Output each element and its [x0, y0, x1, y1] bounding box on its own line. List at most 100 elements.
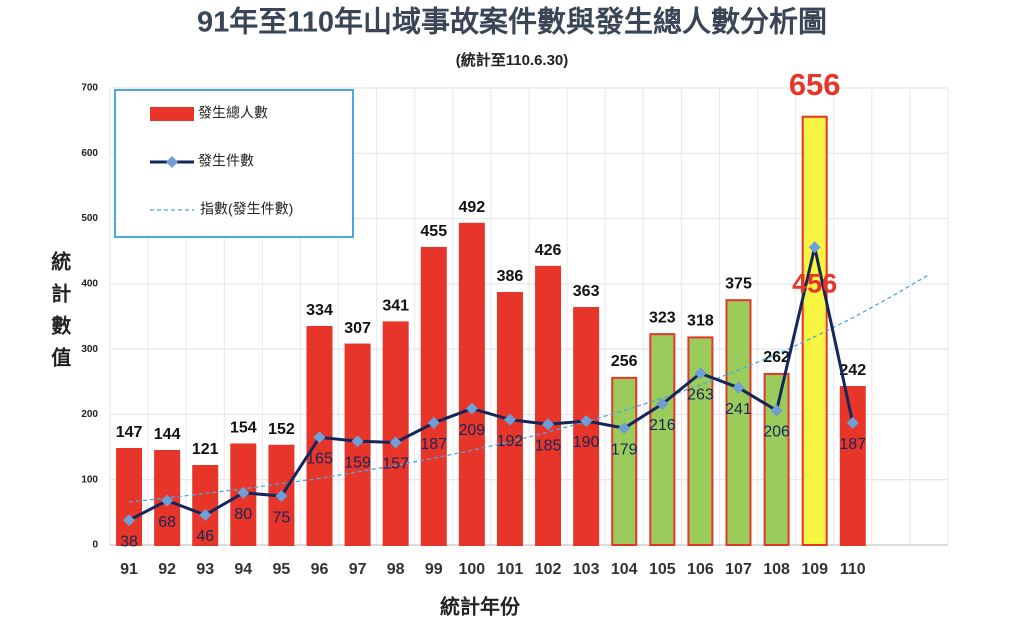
- x-tick-label: 109: [801, 561, 828, 578]
- line-marker: [123, 514, 136, 527]
- line-marker: [237, 486, 250, 499]
- bar-value-label: 426: [535, 242, 562, 259]
- y-tick-label: 600: [81, 148, 98, 159]
- x-tick-label: 106: [687, 561, 714, 578]
- trend-line: [128, 274, 930, 503]
- bar: [573, 307, 600, 546]
- line-marker: [313, 431, 326, 444]
- x-tick-label: 100: [459, 561, 486, 578]
- y-tick-label: 500: [81, 213, 98, 224]
- legend-label: 發生件數: [198, 153, 254, 169]
- y-tick-label: 700: [81, 83, 98, 94]
- bar-value-label: 121: [192, 441, 219, 458]
- bar: [839, 386, 866, 546]
- bar-value-label: 318: [687, 313, 714, 330]
- line-value-label: 75: [273, 509, 291, 526]
- bar: [801, 115, 828, 547]
- line-value-label: 157: [382, 456, 409, 473]
- x-tick-label: 104: [611, 561, 638, 578]
- legend-marker: [166, 156, 178, 168]
- y-tick-label: 0: [92, 540, 98, 551]
- bar-value-label: 323: [649, 309, 676, 326]
- x-tick-label: 110: [840, 561, 866, 578]
- bar: [116, 448, 143, 546]
- x-tick-label: 103: [573, 561, 600, 578]
- line-value-label: 46: [196, 528, 214, 545]
- line-value-label: 206: [763, 424, 790, 441]
- y-tick-label: 200: [81, 409, 98, 420]
- line-value-label: 187: [839, 436, 866, 453]
- x-tick-label: 95: [273, 561, 291, 578]
- line-value-label: 68: [158, 514, 176, 531]
- x-tick-label: 96: [311, 561, 329, 578]
- line-marker: [808, 241, 821, 254]
- x-tick-label: 102: [535, 561, 562, 578]
- chart-subtitle: (統計至110.6.30): [456, 51, 569, 69]
- x-tick-label: 107: [725, 561, 752, 578]
- x-tick-label: 98: [387, 561, 405, 578]
- bar: [192, 465, 219, 546]
- bar-value-label: 363: [573, 283, 600, 300]
- line-value-label: 159: [344, 454, 371, 471]
- bar-value-label: 147: [116, 424, 143, 441]
- line-value-label: 263: [687, 387, 714, 404]
- bar-value-label: 492: [459, 199, 486, 216]
- bar: [420, 246, 447, 546]
- bar-value-label: 341: [382, 298, 409, 315]
- bar: [725, 299, 752, 546]
- line-value-label: 179: [611, 441, 638, 458]
- line-marker: [465, 402, 478, 415]
- line-marker: [503, 413, 516, 426]
- bar: [763, 372, 790, 546]
- line-value-label: 456: [792, 268, 837, 298]
- bar-value-label: 334: [306, 302, 333, 319]
- plot-area: 0 100 200 300 400 500 600 700 91 92 93 94 95 96 97 98 99…: [81, 67, 949, 578]
- y-tick-label: 400: [81, 278, 98, 289]
- x-tick-label: 92: [158, 561, 176, 578]
- bar-value-label: 262: [763, 349, 790, 366]
- line-marker: [580, 414, 593, 427]
- line-value-label: 216: [649, 417, 676, 434]
- line-marker: [199, 508, 212, 521]
- line-marker: [389, 436, 402, 449]
- bar-value-label: 144: [154, 426, 181, 443]
- legend-label: 指數(發生件數): [200, 201, 293, 217]
- bar-value-label: 386: [497, 268, 524, 285]
- line-value-label: 187: [420, 436, 447, 453]
- bar: [535, 265, 562, 546]
- legend-swatch: [150, 107, 194, 121]
- bar-value-label: 656: [789, 67, 841, 102]
- line-value-label: 165: [306, 450, 333, 467]
- x-tick-label: 97: [349, 561, 367, 578]
- bar-value-label: 256: [611, 353, 638, 370]
- line-value-label: 190: [573, 434, 600, 451]
- bar-value-label: 242: [839, 362, 866, 379]
- line: [128, 246, 855, 522]
- bar: [649, 333, 676, 546]
- x-tick-label: 94: [234, 561, 252, 578]
- y-axis-label: 統計數值: [48, 250, 71, 379]
- y-tick-label: 300: [81, 344, 98, 355]
- line-marker: [732, 381, 745, 394]
- line-marker: [351, 435, 364, 448]
- bar: [458, 222, 485, 546]
- line-marker: [656, 397, 669, 410]
- line-marker: [694, 367, 707, 380]
- chart-title: 91年至110年山域事故案件數與發生總人數分析圖: [197, 5, 827, 39]
- bar-value-label: 154: [230, 420, 257, 437]
- line-marker: [770, 404, 783, 417]
- bar-value-label: 455: [420, 223, 447, 240]
- legend-label: 發生總人數: [198, 105, 268, 121]
- bar-value-label: 375: [725, 275, 752, 292]
- line-marker: [846, 416, 859, 429]
- line-value-label: 241: [725, 401, 752, 418]
- x-tick-label: 91: [120, 561, 138, 578]
- line-value-label: 38: [120, 533, 138, 550]
- line-value-label: 192: [497, 433, 524, 450]
- x-tick-label: 105: [649, 561, 676, 578]
- bar: [382, 321, 409, 546]
- line-marker: [618, 422, 631, 435]
- line-marker: [427, 416, 440, 429]
